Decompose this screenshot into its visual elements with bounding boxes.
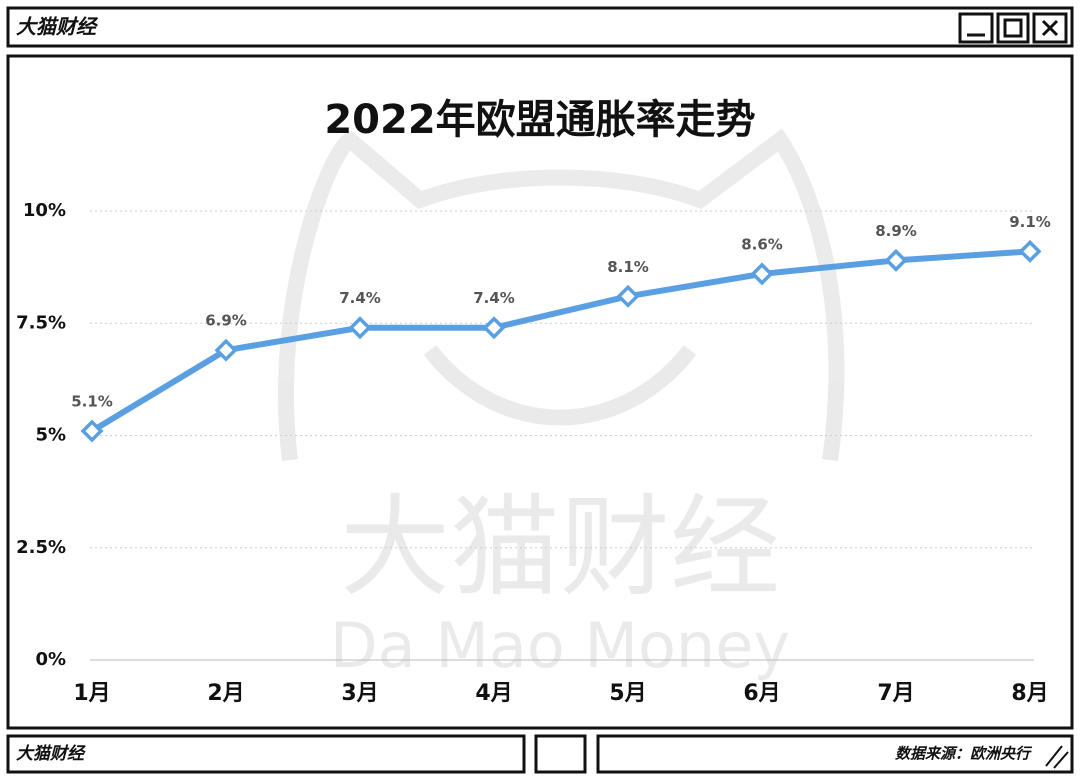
point-marker [80,419,104,443]
footer-brand: 大猫财经 [16,744,86,764]
title-bar [6,6,1074,48]
data-label: 7.4% [339,289,381,307]
window-title: 大猫财经 [16,15,99,39]
x-tick-label: 1月 [73,681,110,706]
data-label: 6.9% [205,312,247,330]
y-tick-label: 7.5% [16,312,66,333]
maximize-button[interactable] [996,12,1030,44]
footer-source: 数据来源：欧洲央行 [895,745,1033,763]
x-tick-label: 4月 [475,681,512,706]
watermark-en: Da Mao Money [330,609,790,682]
chart-panel [6,54,1074,730]
y-tick-label: 5% [35,425,66,446]
data-label: 8.1% [607,258,649,276]
data-label: 8.9% [875,222,917,240]
footer-right [596,734,1074,774]
data-label: 8.6% [741,235,783,253]
footer-middle [534,734,587,774]
x-tick-label: 5月 [609,681,646,706]
y-tick-label: 0% [35,649,66,670]
close-button[interactable] [1032,12,1068,44]
maximize-icon [1003,18,1023,38]
point-marker [750,262,774,286]
data-label: 5.1% [71,393,113,411]
footer-hatch [1045,745,1069,769]
x-tick-label: 3月 [341,681,378,706]
point-marker [616,284,640,308]
y-tick-label: 10% [23,200,66,221]
point-marker [884,248,908,272]
x-tick-label: 2月 [207,681,244,706]
footer-left [6,734,526,774]
data-label: 9.1% [1009,213,1051,231]
point-marker [482,316,506,340]
window-buttons [958,12,1068,44]
chart-title: 2022年欧盟通胀率走势 [324,97,755,143]
point-marker [348,316,372,340]
data-label: 7.4% [473,289,515,307]
close-icon [1041,19,1059,37]
x-tick-label: 7月 [877,681,914,706]
point-marker [1018,239,1042,263]
series-line [90,248,1031,434]
point-marker [214,338,238,362]
x-tick-label: 8月 [1011,681,1048,706]
x-tick-label: 6月 [743,681,780,706]
y-tick-label: 2.5% [16,537,66,558]
minimize-button[interactable] [958,12,994,44]
watermark-smile [423,345,697,426]
